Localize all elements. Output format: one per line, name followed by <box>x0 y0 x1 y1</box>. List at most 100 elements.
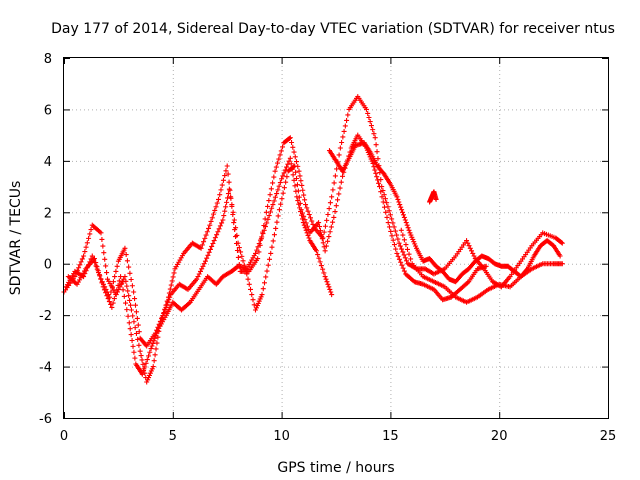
data-point <box>106 299 112 305</box>
data-point <box>231 217 237 223</box>
data-point <box>102 256 108 262</box>
data-point <box>267 209 273 215</box>
data-point <box>209 243 215 249</box>
data-point <box>401 268 407 274</box>
data-point <box>219 220 225 226</box>
data-point <box>166 297 172 303</box>
data-point <box>404 258 410 264</box>
data-point <box>268 250 274 256</box>
data-point <box>340 134 346 140</box>
data-point <box>76 265 82 271</box>
data-point <box>72 274 78 280</box>
data-point <box>233 225 239 231</box>
data-point <box>270 180 276 186</box>
y-tick-label: -6 <box>39 412 52 427</box>
data-point <box>208 218 214 224</box>
data-point <box>390 237 396 243</box>
data-point <box>306 211 312 217</box>
data-point <box>321 229 327 235</box>
data-point <box>151 358 157 364</box>
data-point <box>324 217 330 223</box>
data-point <box>321 270 327 276</box>
data-point <box>286 135 292 141</box>
data-point <box>280 144 286 150</box>
data-point <box>215 196 221 202</box>
data-point <box>323 276 329 282</box>
data-point <box>250 297 256 303</box>
data-point <box>394 194 400 200</box>
tick-labels: 0 5 10 15 20 25 -6 -4 -2 0 2 4 6 8 <box>39 52 616 444</box>
data-point <box>341 128 347 134</box>
data-point <box>269 205 275 211</box>
data-point <box>123 278 129 284</box>
data-point <box>95 268 101 274</box>
data-point <box>220 177 226 183</box>
data-point <box>88 227 94 233</box>
data-point <box>136 342 142 348</box>
data-point <box>110 300 116 306</box>
data-point <box>400 209 406 215</box>
data-point <box>337 145 343 151</box>
data-point <box>559 240 565 246</box>
data-point <box>342 123 348 129</box>
data-point <box>223 168 229 174</box>
data-point <box>320 235 326 241</box>
data-point <box>317 259 323 265</box>
data-point <box>301 192 307 198</box>
x-tick-label: 25 <box>600 429 617 444</box>
data-point <box>265 216 271 222</box>
data-point <box>288 161 294 167</box>
data-point <box>202 258 208 264</box>
data-point <box>198 245 204 251</box>
data-point <box>368 123 374 129</box>
data-point <box>244 271 250 277</box>
data-point <box>229 202 235 208</box>
data-point <box>260 231 266 237</box>
data-point <box>111 296 117 302</box>
data-point <box>383 209 389 215</box>
data-point <box>129 283 135 289</box>
data-point <box>280 190 286 196</box>
data-point <box>219 182 225 188</box>
data-point <box>464 238 470 244</box>
data-point <box>401 214 407 220</box>
data-point <box>194 276 200 282</box>
data-point <box>318 263 324 269</box>
data-point <box>384 200 390 206</box>
data-point <box>293 169 299 175</box>
data-point <box>254 247 260 253</box>
data-point <box>558 239 564 245</box>
data-point <box>235 254 241 260</box>
data-point <box>94 264 100 270</box>
data-point <box>132 325 138 331</box>
data-point <box>282 167 288 173</box>
data-point <box>319 236 325 242</box>
data-point <box>397 243 403 249</box>
data-point <box>256 241 262 247</box>
data-point <box>275 160 281 166</box>
data-point <box>316 255 322 261</box>
data-point <box>374 149 380 155</box>
data-point <box>386 208 392 214</box>
data-point <box>129 337 135 343</box>
data-point <box>224 163 230 169</box>
data-point <box>394 232 400 238</box>
data-point <box>317 228 323 234</box>
data-point <box>132 296 138 302</box>
data-point <box>217 223 223 229</box>
data-point <box>373 170 379 176</box>
data-point <box>216 226 222 232</box>
data-point <box>308 215 314 221</box>
data-point <box>298 209 304 215</box>
data-point <box>331 180 337 186</box>
data-point <box>284 174 290 180</box>
data-point <box>277 152 283 158</box>
plot-frame <box>63 57 609 419</box>
data-point <box>201 239 207 245</box>
data-point <box>132 355 138 361</box>
data-point <box>235 240 241 246</box>
data-point <box>329 194 335 200</box>
data-point <box>335 197 341 203</box>
x-tick-label: 20 <box>491 429 508 444</box>
